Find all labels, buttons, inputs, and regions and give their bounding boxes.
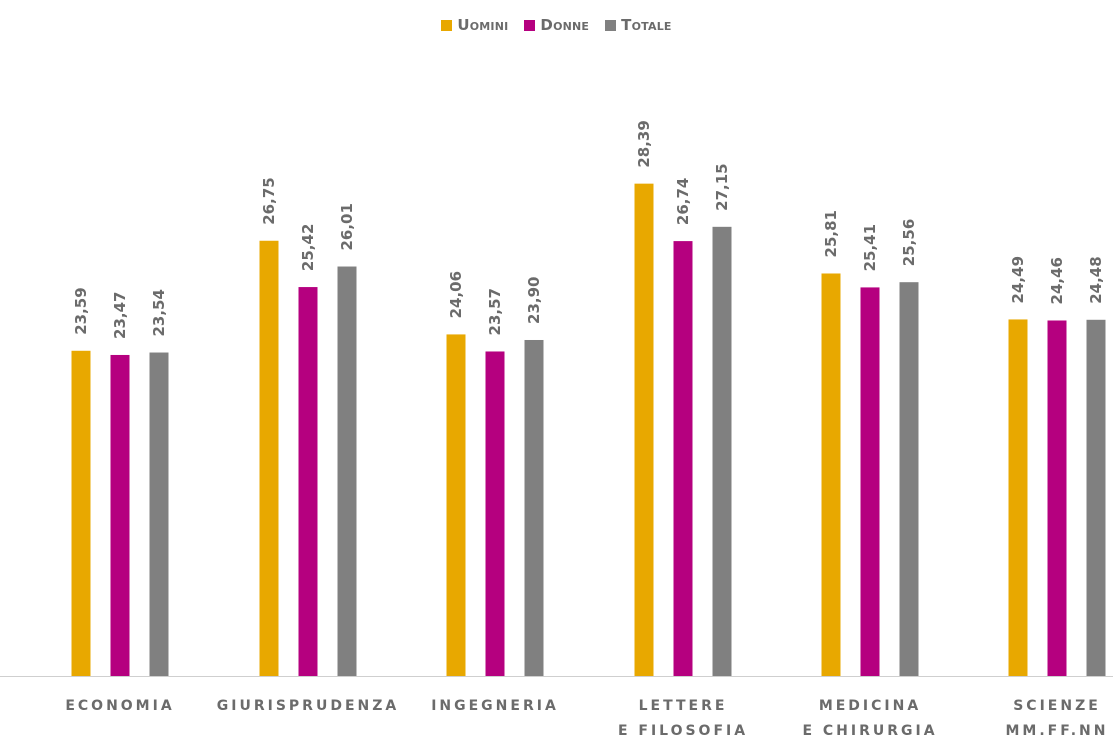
data-label-donne-3: 26,74 (674, 178, 692, 225)
legend-item-uomini: Uomini (441, 16, 508, 34)
bar-totale-0 (149, 352, 169, 676)
chart-legend: Uomini Donne Totale (0, 16, 1113, 34)
legend-item-donne: Donne (524, 16, 589, 34)
bar-donne-4 (860, 287, 880, 676)
bar-uomini-5 (1008, 319, 1028, 676)
bar-donne-2 (485, 351, 505, 676)
bar-uomini-4 (821, 273, 841, 676)
bar-totale-4 (899, 282, 919, 676)
data-label-donne-2: 23,57 (486, 288, 504, 335)
category-label-5: SCIENZE (1013, 698, 1101, 714)
category-label-5-line2: MM.FF.NN (1005, 723, 1108, 738)
bar-totale-3 (712, 226, 732, 676)
data-label-uomini-5: 24,49 (1009, 256, 1027, 303)
data-label-totale-2: 23,90 (525, 277, 543, 324)
bar-uomini-0 (71, 350, 91, 676)
category-label-2: INGEGNERIA (431, 698, 559, 714)
bar-totale-1 (337, 266, 357, 676)
data-label-uomini-3: 28,39 (635, 120, 653, 167)
data-label-totale-5: 24,48 (1087, 256, 1105, 303)
data-label-totale-4: 25,56 (900, 219, 918, 266)
data-label-totale-0: 23,54 (150, 289, 168, 336)
legend-swatch-uomini (441, 19, 453, 31)
legend-label-totale: Totale (621, 16, 672, 34)
category-label-0: ECONOMIA (65, 698, 174, 714)
bar-uomini-3 (634, 183, 654, 676)
legend-label-uomini: Uomini (457, 16, 509, 34)
bar-donne-1 (298, 287, 318, 676)
legend-swatch-totale (605, 19, 617, 31)
legend-label-donne: Donne (540, 16, 590, 34)
data-label-totale-3: 27,15 (713, 163, 731, 210)
data-label-donne-1: 25,42 (299, 224, 317, 271)
category-label-1: GIURISPRUDENZA (217, 698, 399, 714)
legend-swatch-donne (524, 19, 536, 31)
bar-donne-3 (673, 241, 693, 676)
bar-donne-0 (110, 354, 130, 676)
category-label-3-line2: E FILOSOFIA (618, 723, 748, 738)
data-label-uomini-4: 25,81 (822, 210, 840, 257)
data-label-uomini-1: 26,75 (260, 177, 278, 224)
category-label-4: MEDICINA (819, 698, 921, 714)
bar-totale-5 (1086, 319, 1106, 676)
bar-totale-2 (524, 339, 544, 676)
bar-uomini-2 (446, 334, 466, 676)
data-label-donne-4: 25,41 (861, 224, 879, 271)
data-label-uomini-0: 23,59 (72, 287, 90, 334)
bar-donne-5 (1047, 320, 1067, 676)
category-label-4-line2: E CHIRURGIA (802, 723, 937, 738)
data-label-donne-5: 24,46 (1048, 257, 1066, 304)
data-label-totale-1: 26,01 (338, 203, 356, 250)
data-label-uomini-2: 24,06 (447, 271, 465, 318)
bar-uomini-1 (259, 240, 279, 677)
data-label-donne-0: 23,47 (111, 292, 129, 339)
category-label-3: LETTERE (639, 698, 728, 714)
legend-item-totale: Totale (605, 16, 671, 34)
